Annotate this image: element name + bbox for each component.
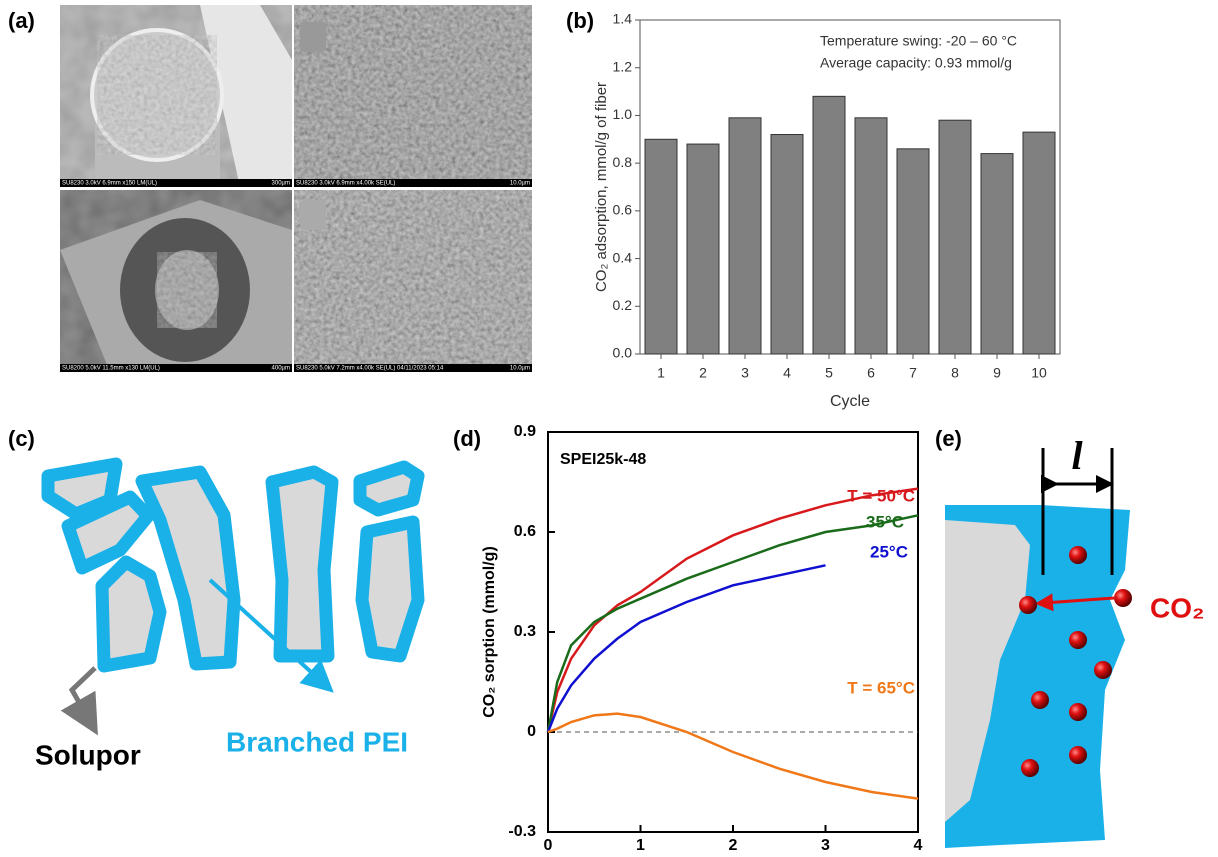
x-tick-label: 3 [741,365,749,381]
sem-caption: SU8230 3.0kV 6.9mm x4.00k SE(UL) [296,181,395,187]
y-tick-label: 0.2 [613,297,633,313]
pore-wall-schematic [945,448,1132,848]
chart-title: SPEI25k-48 [560,451,646,468]
x-tick-label: 6 [867,365,875,381]
y-tick-label: 1.0 [613,106,633,122]
sem-image [294,190,532,372]
sem-scale: 10.0µm [510,366,530,372]
series-line [546,514,919,733]
y-tick-label: 1.2 [613,58,633,74]
bar [1022,131,1056,355]
length-symbol: l [1071,433,1083,478]
sem-caption: SU8230 5.0kV 7.2mm x4.00k SE(UL) 04/11/2… [296,366,444,372]
y-tick-label: -0.3 [508,823,536,840]
bar [896,148,930,355]
x-tick-label: 0 [544,837,553,854]
label: Branched PEI [226,726,408,757]
y-tick-label: 0.3 [514,623,536,640]
y-tick-label: 0.6 [514,523,536,540]
bar [644,138,678,355]
series-label: T = 65°C [847,678,915,697]
sem-captions: SU8230 3.0kV 6.9mm x150 LM(UL) 300µm SU8… [60,179,532,372]
series-label: 25°C [870,542,908,561]
series-label: T = 50°C [847,486,915,505]
bar [854,117,888,355]
x-tick-label: 7 [909,365,917,381]
panel-label: (d) [453,426,481,451]
x-tick-label: 1 [657,365,665,381]
y-axis-label: CO₂ sorption (mmol/g) [481,546,498,718]
sem-scale: 300µm [272,181,290,187]
y-tick-label: 0.0 [613,345,633,361]
sem-image [294,5,532,187]
gas-label: CO₂ [1150,592,1204,623]
panel-label: (c) [8,426,35,451]
x-tick-label: 8 [951,365,959,381]
bar [728,117,762,355]
bar [938,119,972,355]
annotation: Average capacity: 0.93 mmol/g [820,55,1012,71]
y-tick-label: 0.4 [613,249,633,265]
x-tick-label: 2 [729,837,738,854]
bar [686,143,720,355]
x-tick-label: 3 [821,837,830,854]
panel-label: (b) [566,8,594,33]
y-tick-label: 1.4 [613,11,633,27]
panel-label: (e) [935,426,962,451]
sem-scale: 400µm [272,366,290,372]
sem-scale: 10.0µm [510,181,530,187]
x-tick-label: 9 [993,365,1001,381]
y-tick-label: 0.9 [514,423,536,440]
bar [980,153,1014,355]
series-line [546,487,919,733]
x-tick-label: 5 [825,365,833,381]
annotation: Temperature swing: -20 – 60 °C [820,33,1017,49]
y-tick-label: 0.8 [613,154,633,170]
bar [770,134,804,355]
y-tick-label: 0 [527,723,536,740]
y-tick-label: 0.6 [613,202,633,218]
y-axis-label: CO₂ adsorption, mmol/g of fiber [593,82,610,292]
x-tick-label: 1 [636,837,645,854]
x-tick-label: 10 [1031,365,1047,381]
x-axis-label: Cycle [830,393,870,410]
arrow [208,578,334,693]
arrow [60,666,98,736]
label: Solupor [35,739,141,770]
series-line [546,564,826,733]
x-tick-label: 2 [699,365,707,381]
sem-image [60,5,292,187]
sem-caption: SU8230 3.0kV 6.9mm x150 LM(UL) [62,181,157,187]
plot-frame [639,19,1061,355]
series-line [547,712,919,800]
x-tick-label: 4 [914,837,923,854]
panel-label: (a) [8,8,35,33]
series-label: 35°C [866,512,904,531]
sem-image [60,190,292,372]
bar [812,95,846,355]
x-tick-label: 4 [783,365,791,381]
sem-caption: SU8200 5.0kV 11.5mm x130 LM(UL) [62,366,160,372]
pore-schematic [41,457,425,673]
